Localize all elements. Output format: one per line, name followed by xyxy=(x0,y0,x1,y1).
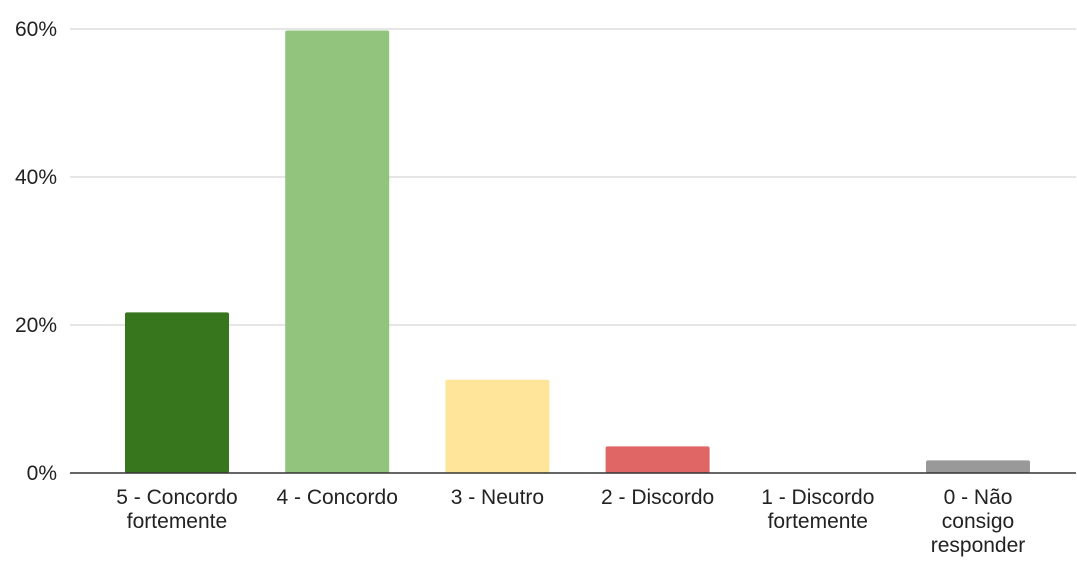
bar xyxy=(445,379,550,473)
category-label: 4 - Concordo xyxy=(276,486,397,509)
category-label: 3 - Neutro xyxy=(451,486,544,509)
y-tick-label: 0% xyxy=(27,462,57,485)
gridlines xyxy=(70,28,1076,326)
y-tick-label: 20% xyxy=(15,314,57,337)
bars xyxy=(125,30,1030,473)
bar xyxy=(285,30,390,473)
category-label-line: fortemente xyxy=(127,510,227,533)
category-label-line: 1 - Discordo xyxy=(761,486,874,509)
category-label-line: 5 - Concordo xyxy=(116,486,237,509)
bar xyxy=(926,460,1030,473)
category-label-line: fortemente xyxy=(768,510,868,533)
category-label: 1 - Discordo fortemente xyxy=(761,486,874,533)
category-label-line: 2 - Discordo xyxy=(601,486,714,509)
category-label: 5 - Concordo fortemente xyxy=(116,486,237,533)
bar xyxy=(605,446,710,473)
category-label-line: 0 - Não xyxy=(944,486,1013,509)
category-label-line: 4 - Concordo xyxy=(276,486,397,509)
y-axis-ticks: 0% 20% 40% 60% xyxy=(15,18,57,485)
bar xyxy=(125,312,229,473)
category-label: 0 - Não consigo responder xyxy=(931,486,1026,557)
category-label-line: 3 - Neutro xyxy=(451,486,544,509)
y-tick-label: 40% xyxy=(15,166,57,189)
category-label-line: consigo xyxy=(942,510,1014,533)
category-label-line: responder xyxy=(931,534,1026,557)
category-label: 2 - Discordo xyxy=(601,486,714,509)
y-tick-label: 60% xyxy=(15,18,57,41)
